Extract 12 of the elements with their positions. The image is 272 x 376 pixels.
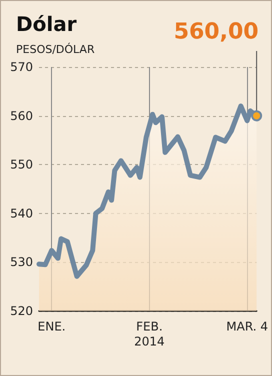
y-tick-label: 560: [10, 108, 33, 123]
y-tick-label: 540: [10, 206, 33, 220]
x-tick-label: FEB. 2014: [134, 320, 165, 348]
y-tick-label: 520: [10, 304, 33, 318]
y-axis-title: PESOS/DÓLAR: [16, 42, 95, 56]
chart-title: Dólar: [16, 12, 77, 36]
y-tick-label: 570: [10, 60, 33, 74]
y-tick-label: 530: [10, 255, 33, 270]
x-tick-label: ENE.: [38, 320, 66, 334]
y-tick-label: 550: [10, 158, 33, 172]
x-tick-label: MAR. 4: [226, 320, 268, 334]
annotation: 560,00: [174, 20, 259, 44]
